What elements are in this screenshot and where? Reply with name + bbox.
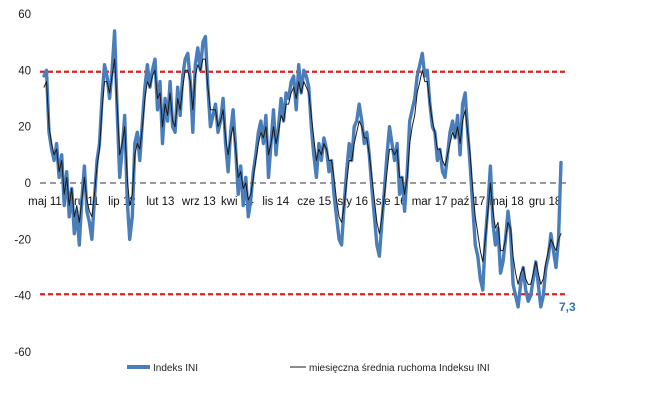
x-tick-label: gru 18 bbox=[529, 196, 562, 208]
y-tick-label: 40 bbox=[18, 65, 31, 77]
y-tick-label: 60 bbox=[18, 9, 31, 21]
x-tick-label: maj 18 bbox=[489, 196, 524, 208]
y-axis: -60 -40 -20 0 20 40 60 bbox=[14, 9, 31, 359]
x-tick-label: mar 17 bbox=[412, 196, 448, 208]
y-tick-label: -20 bbox=[14, 234, 31, 246]
series-line-srednia-ruchoma bbox=[43, 58, 562, 285]
x-tick-label: paź 17 bbox=[451, 196, 486, 208]
y-tick-label: -60 bbox=[14, 347, 31, 359]
x-tick-label: lut 13 bbox=[146, 196, 174, 208]
reference-lines bbox=[40, 70, 567, 296]
y-tick-label: 20 bbox=[18, 122, 31, 134]
series-line-indeks-ini bbox=[42, 29, 563, 309]
x-axis-categories: maj 11 gru 11 lip 12 lut 13 wrz 13 kwi 14 lis … bbox=[28, 196, 561, 208]
series-layer bbox=[42, 29, 563, 309]
x-tick-label: cze 15 bbox=[297, 196, 331, 208]
x-tick-label: gru 11 bbox=[68, 196, 100, 208]
x-tick-label: wrz 13 bbox=[181, 196, 216, 208]
x-tick-label: maj 11 bbox=[28, 196, 62, 208]
x-tick-label: sie 16 bbox=[376, 196, 407, 208]
y-tick-label: 0 bbox=[25, 178, 31, 190]
y-tick-label: -40 bbox=[14, 291, 31, 303]
legend: Indeks INI miesięczna średnia ruchoma In… bbox=[127, 363, 490, 374]
x-tick-label: sty 16 bbox=[337, 196, 368, 208]
x-tick-label: lis 14 bbox=[262, 196, 289, 208]
end-value-label: 7,3 bbox=[559, 300, 576, 314]
legend-label-indeks-ini: Indeks INI bbox=[153, 363, 198, 374]
legend-label-srednia-ruchoma: miesięczna średnia ruchoma Indeksu INI bbox=[309, 363, 490, 374]
